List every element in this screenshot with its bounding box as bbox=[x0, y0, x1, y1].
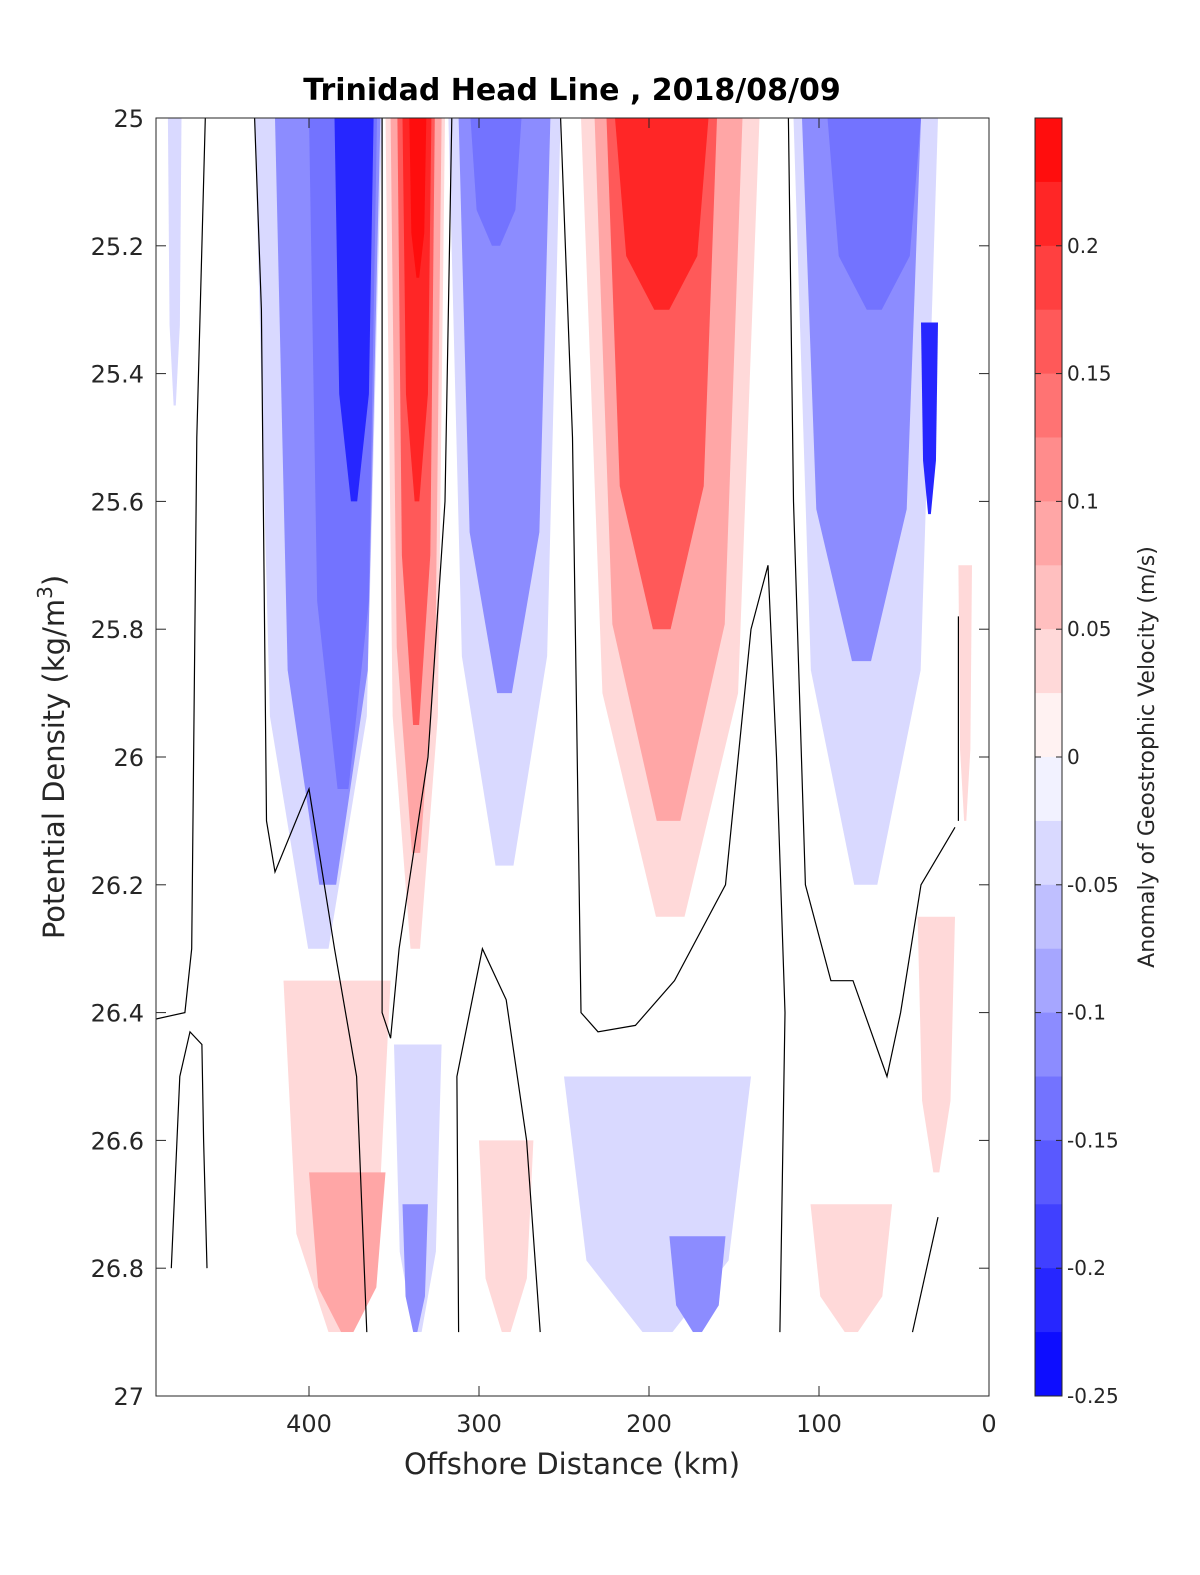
band-red-nearshore-deep-22 bbox=[917, 916, 955, 1173]
colorbar-segment-18 bbox=[1035, 1268, 1062, 1333]
colorbar-tick-label-9: -0.25 bbox=[1067, 1384, 1119, 1408]
colorbar-segment-1 bbox=[1035, 181, 1062, 247]
x-tick-label-300: 300 bbox=[456, 1410, 502, 1438]
colorbar-tick-label-3: 0.05 bbox=[1067, 617, 1112, 641]
zero-contour-2 bbox=[170, 1030, 208, 1269]
zero-contour-7 bbox=[787, 118, 956, 1079]
colorbar-segment-5 bbox=[1035, 437, 1062, 502]
colorbar-ticks: 0.2 0.15 0.1 0.05 0 -0.05 -0.1 -0.15 -0.2 -0.25 bbox=[1035, 234, 1119, 1408]
band-blue-upper-west-4 bbox=[334, 118, 374, 502]
y-tick-label-4: 25.8 bbox=[91, 616, 144, 644]
colorbar-segment-6 bbox=[1035, 501, 1062, 566]
colorbar-tick-label-8: -0.2 bbox=[1067, 1256, 1106, 1280]
zero-contour-1 bbox=[156, 118, 206, 1020]
y-tick-label-3: 25.6 bbox=[91, 488, 144, 516]
colorbar-tick-label-2: 0.1 bbox=[1067, 489, 1099, 513]
colorbar-segment-7 bbox=[1035, 565, 1062, 630]
y-tick-label-2: 25.4 bbox=[91, 361, 144, 389]
band-red-nearshore-21 bbox=[958, 565, 972, 821]
zero-contour-4 bbox=[381, 118, 453, 1039]
band-red-deep-east-30 bbox=[810, 1204, 893, 1333]
colorbar-segment-17 bbox=[1035, 1204, 1062, 1269]
colorbar-segment-16 bbox=[1035, 1140, 1062, 1205]
colorbar-segment-2 bbox=[1035, 245, 1062, 311]
colorbar-tick-label-5: -0.05 bbox=[1067, 873, 1119, 897]
x-tick-label-200: 200 bbox=[626, 1410, 672, 1438]
band-blue-deep-mid-29 bbox=[669, 1236, 726, 1333]
x-axis-ticks: 400 300 200 100 0 bbox=[286, 118, 997, 1438]
y-axis-label-superscript: 3 bbox=[33, 586, 57, 599]
y-tick-label-7: 26.4 bbox=[91, 1000, 144, 1028]
colorbar-segment-12 bbox=[1035, 884, 1062, 950]
x-tick-label-400: 400 bbox=[286, 1410, 332, 1438]
y-tick-label-5: 26 bbox=[113, 744, 144, 772]
y-tick-label-9: 26.8 bbox=[91, 1255, 144, 1283]
x-tick-label-100: 100 bbox=[796, 1410, 842, 1438]
y-axis-label-close: ) bbox=[37, 575, 71, 586]
y-tick-label-0: 25 bbox=[113, 105, 144, 133]
colorbar-segment-9 bbox=[1035, 693, 1062, 758]
colorbar-tick-label-4: 0 bbox=[1067, 745, 1080, 769]
colorbar-segment-14 bbox=[1035, 1012, 1062, 1077]
y-tick-label-6: 26.2 bbox=[91, 872, 144, 900]
band-blue-deep-west-26 bbox=[402, 1204, 428, 1333]
colorbar-segment-11 bbox=[1035, 820, 1062, 886]
colorbar-segment-13 bbox=[1035, 948, 1062, 1014]
chart-title: Trinidad Head Line , 2018/08/09 bbox=[303, 73, 840, 108]
colorbar-segment-15 bbox=[1035, 1076, 1062, 1141]
y-axis-label: Potential Density (kg/m3) bbox=[33, 575, 71, 939]
band-blue-nearshore-20 bbox=[921, 322, 938, 515]
colorbar-segment-0 bbox=[1035, 118, 1062, 183]
band-red-deep-mid-27 bbox=[479, 1140, 534, 1333]
no-data-region bbox=[156, 1332, 989, 1396]
band-blue-mid-12 bbox=[470, 118, 522, 246]
x-tick-label-0: 0 bbox=[981, 1410, 996, 1438]
colorbar-segment-8 bbox=[1035, 629, 1062, 694]
y-axis-ticks: 25 25.2 25.4 25.6 25.8 26 26.2 26.4 26.6 26.8 27 bbox=[91, 105, 989, 1411]
band-red-core-9 bbox=[409, 118, 427, 278]
colorbar-tick-label-0: 0.2 bbox=[1067, 234, 1099, 258]
velocity-bands bbox=[156, 118, 989, 1396]
colorbar-tick-label-6: -0.1 bbox=[1067, 1001, 1106, 1025]
zero-contour-3 bbox=[254, 118, 368, 1333]
y-axis-label-main: Potential Density (kg/m bbox=[37, 599, 71, 939]
y-tick-label-8: 26.6 bbox=[91, 1127, 144, 1155]
band-red-broad-16 bbox=[615, 118, 709, 310]
zero-contours bbox=[156, 118, 960, 1333]
y-tick-label-1: 25.2 bbox=[91, 233, 144, 261]
zero-contour-5 bbox=[456, 946, 541, 1333]
band-blue-mid-11 bbox=[458, 118, 551, 694]
x-axis-label: Offshore Distance (km) bbox=[404, 1447, 740, 1481]
colorbar-segment-10 bbox=[1035, 757, 1062, 822]
colorbar-tick-label-7: -0.15 bbox=[1067, 1128, 1119, 1152]
y-tick-label-10: 27 bbox=[113, 1383, 144, 1411]
band-blue-east-19 bbox=[827, 118, 921, 310]
colorbar bbox=[1035, 118, 1062, 1397]
band-blue-west-0 bbox=[167, 118, 182, 406]
colorbar-segment-4 bbox=[1035, 373, 1062, 438]
zero-contour-9 bbox=[911, 1216, 939, 1333]
colorbar-tick-label-1: 0.15 bbox=[1067, 362, 1112, 386]
band-red-deep-west-24 bbox=[309, 1172, 386, 1333]
colorbar-segment-19 bbox=[1035, 1332, 1062, 1397]
zero-contour-6 bbox=[560, 118, 786, 1333]
colorbar-segment-3 bbox=[1035, 309, 1062, 375]
colorbar-label: Anomaly of Geostrophic Velocity (m/s) bbox=[1135, 546, 1160, 968]
